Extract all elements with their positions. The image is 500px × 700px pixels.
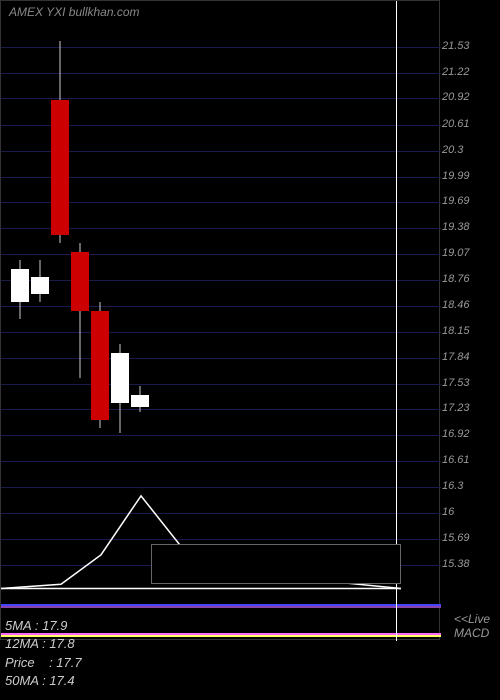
- y-tick-label: 17.53: [442, 377, 490, 389]
- y-tick-label: 17.23: [442, 402, 490, 414]
- macd-panel: [151, 544, 401, 584]
- y-tick-label: 17.84: [442, 351, 490, 363]
- y-tick-label: 15.38: [442, 558, 490, 570]
- y-tick-label: 18.46: [442, 299, 490, 311]
- y-tick-label: 16.61: [442, 454, 490, 466]
- y-tick-label: 21.22: [442, 66, 490, 78]
- y-tick-label: 19.69: [442, 195, 490, 207]
- y-tick-label: 15.69: [442, 532, 490, 544]
- macd-label: <<Live MACD: [454, 612, 490, 640]
- price-chart[interactable]: AMEX YXI bullkhan.com: [0, 0, 440, 640]
- macd-text: MACD: [454, 626, 490, 640]
- ma50-value: 50MA : 17.4: [5, 672, 82, 690]
- y-tick-label: 16.3: [442, 480, 490, 492]
- price-info-box: 5MA : 17.9 12MA : 17.8 Price : 17.7 50MA…: [5, 617, 82, 690]
- ma12-value: 12MA : 17.8: [5, 635, 82, 653]
- y-tick-label: 19.38: [442, 221, 490, 233]
- y-tick-label: 19.07: [442, 247, 490, 259]
- y-tick-label: 20.61: [442, 118, 490, 130]
- y-tick-label: 18.76: [442, 273, 490, 285]
- y-tick-label: 20.92: [442, 91, 490, 103]
- y-tick-label: 16.92: [442, 428, 490, 440]
- y-tick-label: 21.53: [442, 40, 490, 52]
- y-tick-label: 16: [442, 506, 490, 518]
- y-tick-label: 19.99: [442, 170, 490, 182]
- y-tick-label: 18.15: [442, 325, 490, 337]
- price-value: Price : 17.7: [5, 654, 82, 672]
- ma5-value: 5MA : 17.9: [5, 617, 82, 635]
- live-marker: <<Live: [454, 612, 490, 626]
- y-tick-label: 20.3: [442, 144, 490, 156]
